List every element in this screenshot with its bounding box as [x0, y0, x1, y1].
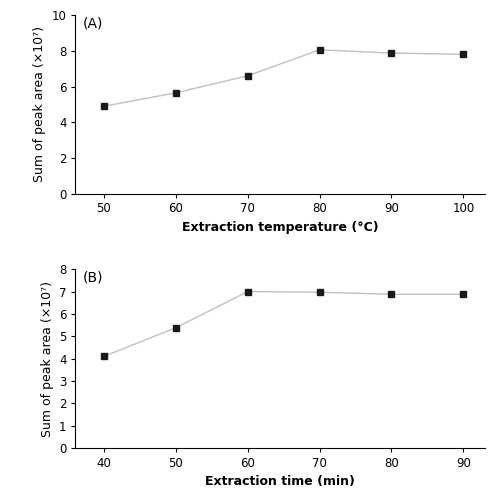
Y-axis label: Sum of peak area (×10⁷): Sum of peak area (×10⁷): [33, 26, 46, 182]
Text: (B): (B): [83, 271, 103, 285]
X-axis label: Extraction temperature (°C): Extraction temperature (°C): [182, 221, 378, 234]
X-axis label: Extraction time (min): Extraction time (min): [205, 475, 355, 488]
Text: (A): (A): [83, 17, 103, 31]
Y-axis label: Sum of peak area (×10⁷): Sum of peak area (×10⁷): [40, 281, 54, 437]
